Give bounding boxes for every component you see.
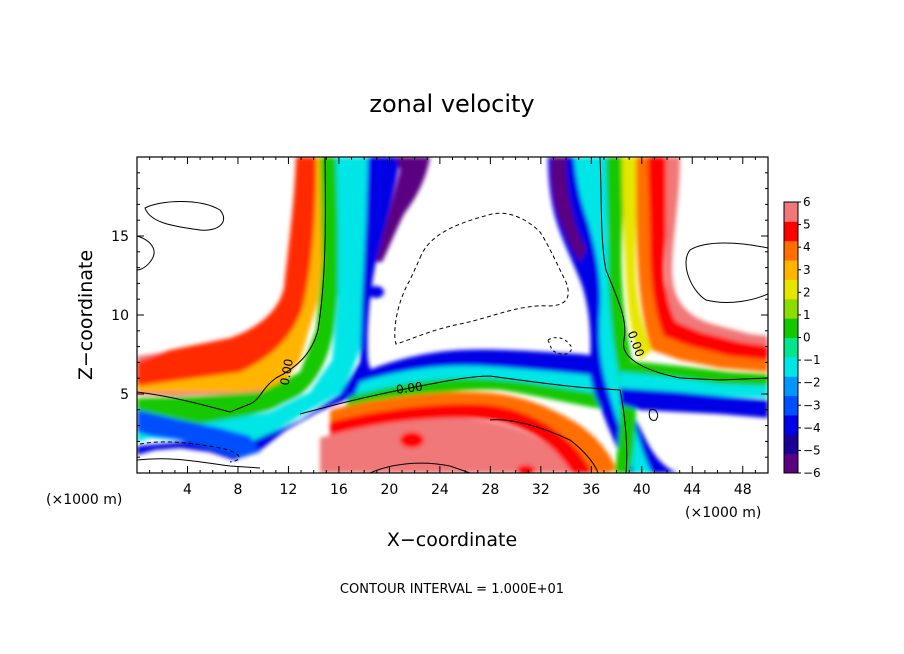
contour-lines <box>137 157 768 473</box>
x-tick-label: 4 <box>183 482 192 498</box>
left-plume-band-blue <box>137 157 400 460</box>
right-plume-blue <box>548 157 678 473</box>
colorbar-swatch <box>784 414 798 435</box>
x-unit-left: (×1000 m) <box>46 492 122 508</box>
y-tick-label: 10 <box>111 308 129 324</box>
contour-dashed-center <box>394 212 569 345</box>
y-axis-label: Z−coordinate <box>75 250 97 380</box>
x-tick-label: 24 <box>431 482 449 498</box>
colorbar-swatch <box>784 434 798 455</box>
colorbar-swatch <box>784 260 798 280</box>
zero-contour-center <box>299 375 628 473</box>
left-plume-band-orange <box>137 157 322 392</box>
colorbar-tick-label: −3 <box>803 398 821 412</box>
right-plume-pink <box>665 157 768 346</box>
colorbar-swatch <box>784 318 798 338</box>
colorbar-tick-label: 4 <box>803 240 811 254</box>
x-tick-label: 36 <box>582 482 600 498</box>
contour-lower-left <box>137 458 261 469</box>
small-red-blob-2 <box>517 465 535 473</box>
velocity-field <box>137 157 768 473</box>
chart-title: zonal velocity <box>369 90 534 118</box>
x-tick-label: 16 <box>330 482 348 498</box>
colorbar-swatch <box>784 395 798 416</box>
colorbar-tick-label: −1 <box>803 353 821 367</box>
contour-dashed-lowerleft <box>139 441 240 463</box>
colorbar-swatch <box>784 202 798 222</box>
center-jet-red <box>330 404 592 473</box>
contour-ellipse-upper-left <box>144 201 225 231</box>
x-tick-label: 28 <box>481 482 499 498</box>
right-plume-purple <box>551 157 586 262</box>
colorbar-swatch <box>784 221 798 242</box>
right-plume-yellow <box>622 157 652 360</box>
colorbar-tick-label: −4 <box>803 421 821 435</box>
x-tick-label: 8 <box>233 482 242 498</box>
y-tick-label: 15 <box>111 229 129 245</box>
x-axis-ticks: 4 8 12 16 20 24 28 32 36 40 44 48 <box>149 157 756 498</box>
colorbar-tick-label: 6 <box>803 195 811 209</box>
x-tick-label: 32 <box>532 482 550 498</box>
plot-area: 0.00 0.00 0.00 <box>137 157 768 473</box>
colorbar-swatch <box>784 453 798 474</box>
zero-contour-left <box>137 157 326 413</box>
small-red-blob <box>400 432 424 448</box>
right-plume-red <box>648 157 768 360</box>
left-plume-band-purple <box>376 157 430 262</box>
x-tick-label: 40 <box>633 482 651 498</box>
y-axis-ticks: 5 10 15 <box>111 172 768 458</box>
colorbar-tick-label: 0 <box>803 331 811 345</box>
x-axis-label: X−coordinate <box>387 529 517 551</box>
colorbar-tick-label: 3 <box>803 263 811 277</box>
small-blue-blob <box>368 286 384 298</box>
center-jet-pink <box>320 418 572 473</box>
contour-right-upper <box>685 242 768 303</box>
colorbar-swatch <box>784 240 798 261</box>
right-jet-cyan <box>620 370 768 398</box>
x-tick-label: 12 <box>280 482 298 498</box>
y-tick-label: 5 <box>120 387 129 403</box>
colorbar-swatch <box>784 337 798 358</box>
colorbar-tick-label: −2 <box>803 376 821 390</box>
contour-interval-note: CONTOUR INTERVAL = 1.000E+01 <box>340 582 564 597</box>
left-plume-band-green <box>137 157 341 434</box>
colorbar-swatch <box>784 376 798 397</box>
contour-label-center: 0.00 <box>395 379 423 397</box>
left-plume-band-cyan <box>137 157 372 450</box>
colorbar-tick-label: 5 <box>803 218 811 232</box>
contour-lower-mid <box>489 419 599 473</box>
colorbar-tick-label: 2 <box>803 285 811 299</box>
colorbar-tick-label: −6 <box>803 466 821 480</box>
contour-left-edge <box>137 235 155 271</box>
x-unit-right: (×1000 m) <box>685 505 761 521</box>
colorbar: 6 5 4 3 2 1 0 −1 −2 −3 −4 −5 −6 <box>783 195 821 480</box>
contour-lower-mid2 <box>369 462 471 473</box>
colorbar-swatch <box>784 279 798 300</box>
colorbar-swatch <box>784 298 798 319</box>
colorbar-tick-label: −5 <box>803 443 821 457</box>
colorbar-swatch <box>784 356 798 377</box>
lower-left-blue <box>137 410 260 458</box>
contour-label-left: 0.00 <box>278 358 296 387</box>
zero-contour-right <box>599 157 768 381</box>
colorbar-tick-label: 1 <box>803 308 811 322</box>
x-tick-label: 48 <box>734 482 752 498</box>
x-tick-label: 44 <box>683 482 701 498</box>
x-tick-label: 20 <box>380 482 398 498</box>
contour-small-right <box>648 409 659 421</box>
